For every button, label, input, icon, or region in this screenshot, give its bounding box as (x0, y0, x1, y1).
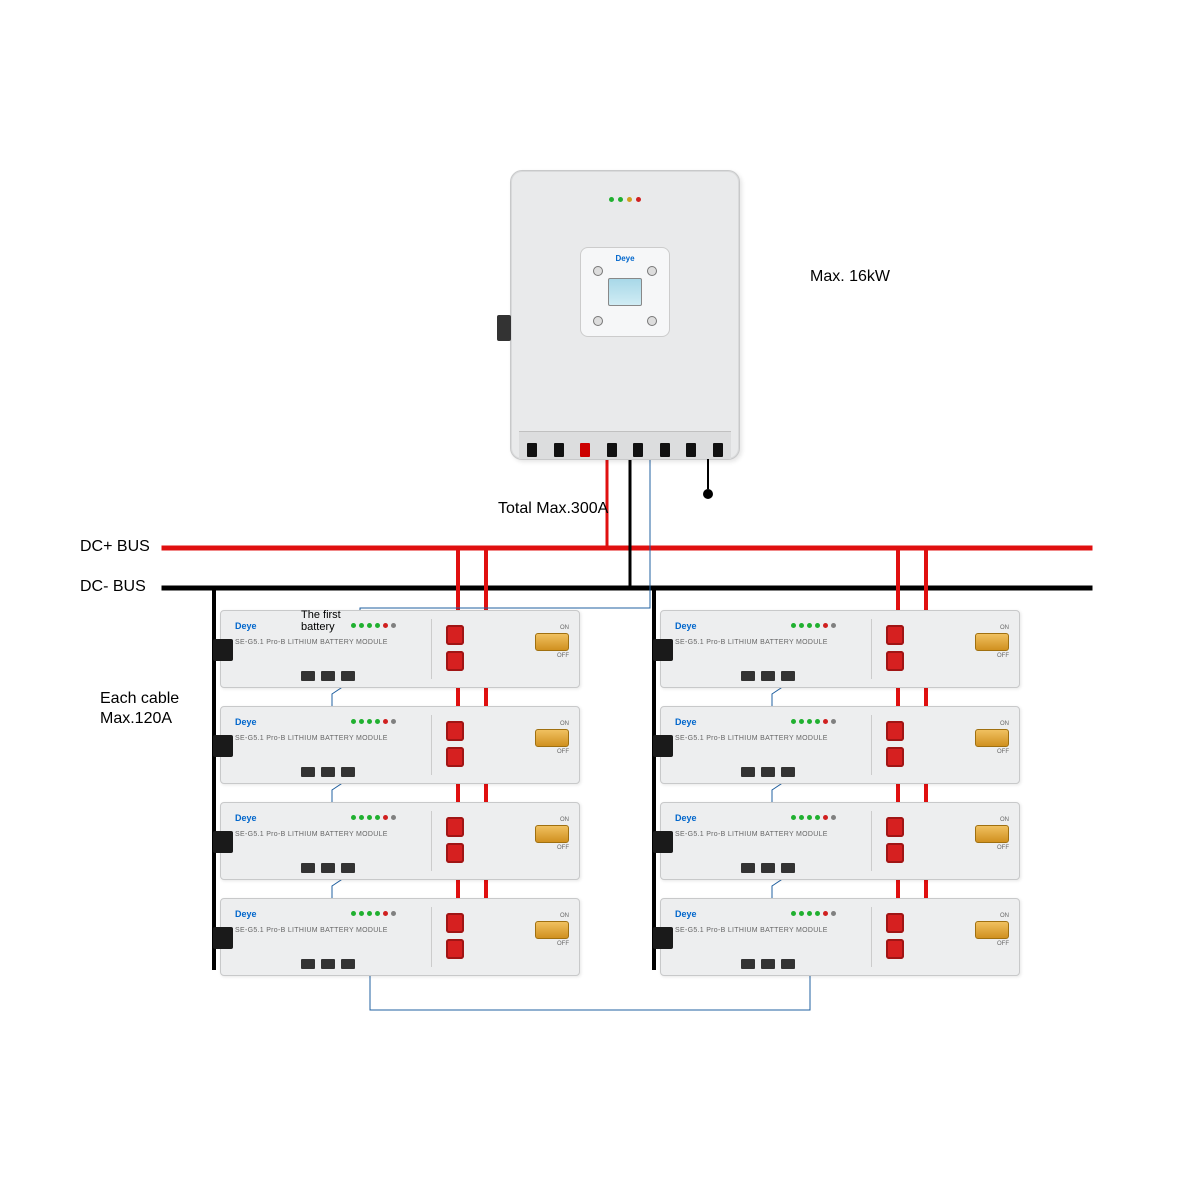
terminal-neg-icon (213, 639, 233, 661)
battery-leds (791, 623, 836, 628)
inverter-screen (608, 278, 642, 306)
first-battery-label: The firstbattery (301, 609, 341, 633)
battery-leds (351, 911, 396, 916)
battery-switch: ON OFF (929, 625, 1009, 659)
label-each-cable: Each cable (100, 690, 179, 708)
battery-comm-ports (301, 671, 355, 681)
antenna-icon (707, 459, 709, 489)
terminal-neg-icon (213, 927, 233, 949)
battery-switch: ON OFF (929, 913, 1009, 947)
battery-model: SE-G5.1 Pro-B LITHIUM BATTERY MODULE (235, 735, 388, 742)
terminal-neg-icon (653, 735, 673, 757)
terminal-pos-icon (886, 817, 904, 837)
battery-brand: Deye (675, 717, 697, 727)
battery-switch: ON OFF (489, 817, 569, 851)
inverter-indicators (609, 197, 641, 202)
battery-model: SE-G5.1 Pro-B LITHIUM BATTERY MODULE (235, 639, 388, 646)
label-dc-neg: DC- BUS (80, 578, 146, 596)
terminal-neg-icon (653, 831, 673, 853)
battery-leds (351, 815, 396, 820)
inverter-btn-icon (647, 266, 657, 276)
battery-brand: Deye (235, 717, 257, 727)
inverter-ports (519, 431, 731, 459)
battery-model: SE-G5.1 Pro-B LITHIUM BATTERY MODULE (675, 735, 828, 742)
inverter-unit: Deye (510, 170, 740, 460)
battery-comm-ports (301, 863, 355, 873)
battery-switch: ON OFF (929, 817, 1009, 851)
inverter-btn-icon (647, 316, 657, 326)
inverter-side-switch (497, 315, 511, 341)
terminal-neg-icon (653, 927, 673, 949)
battery-brand: Deye (675, 813, 697, 823)
inverter-display: Deye (580, 247, 670, 337)
battery-comm-ports (741, 767, 795, 777)
battery-switch: ON OFF (489, 625, 569, 659)
battery-module: Deye SE-G5.1 Pro-B LITHIUM BATTERY MODUL… (660, 802, 1020, 880)
terminal-pos-icon (446, 939, 464, 959)
terminal-pos-icon (446, 913, 464, 933)
battery-module: Deye SE-G5.1 Pro-B LITHIUM BATTERY MODUL… (220, 706, 580, 784)
terminal-pos-icon (886, 625, 904, 645)
battery-model: SE-G5.1 Pro-B LITHIUM BATTERY MODULE (235, 831, 388, 838)
battery-leds (351, 623, 396, 628)
battery-model: SE-G5.1 Pro-B LITHIUM BATTERY MODULE (675, 927, 828, 934)
terminal-neg-icon (213, 735, 233, 757)
battery-module: Deye SE-G5.1 Pro-B LITHIUM BATTERY MODUL… (660, 610, 1020, 688)
battery-module: Deye SE-G5.1 Pro-B LITHIUM BATTERY MODUL… (660, 898, 1020, 976)
label-total-max: Total Max.300A (498, 500, 608, 518)
battery-module: Deye SE-G5.1 Pro-B LITHIUM BATTERY MODUL… (220, 802, 580, 880)
battery-brand: Deye (235, 813, 257, 823)
terminal-pos-icon (446, 817, 464, 837)
inverter-btn-icon (593, 266, 603, 276)
terminal-pos-icon (886, 913, 904, 933)
terminal-neg-icon (213, 831, 233, 853)
terminal-pos-icon (886, 843, 904, 863)
battery-comm-ports (741, 671, 795, 681)
terminal-pos-icon (446, 625, 464, 645)
terminal-pos-icon (886, 939, 904, 959)
battery-leds (351, 719, 396, 724)
battery-comm-ports (741, 863, 795, 873)
battery-comm-ports (301, 767, 355, 777)
terminal-pos-icon (446, 721, 464, 741)
battery-brand: Deye (235, 909, 257, 919)
label-dc-pos: DC+ BUS (80, 538, 150, 556)
battery-leds (791, 815, 836, 820)
terminal-pos-icon (446, 747, 464, 767)
terminal-neg-icon (653, 639, 673, 661)
battery-module: Deye SE-G5.1 Pro-B LITHIUM BATTERY MODUL… (220, 898, 580, 976)
battery-comm-ports (741, 959, 795, 969)
label-max-power: Max. 16kW (810, 268, 890, 286)
battery-comm-ports (301, 959, 355, 969)
battery-leds (791, 911, 836, 916)
terminal-pos-icon (446, 651, 464, 671)
battery-leds (791, 719, 836, 724)
battery-model: SE-G5.1 Pro-B LITHIUM BATTERY MODULE (675, 831, 828, 838)
terminal-pos-icon (886, 721, 904, 741)
battery-module: Deye SE-G5.1 Pro-B LITHIUM BATTERY MODUL… (660, 706, 1020, 784)
battery-model: SE-G5.1 Pro-B LITHIUM BATTERY MODULE (675, 639, 828, 646)
battery-brand: Deye (675, 621, 697, 631)
battery-switch: ON OFF (489, 913, 569, 947)
battery-brand: Deye (675, 909, 697, 919)
terminal-pos-icon (886, 651, 904, 671)
battery-module: The firstbattery Deye SE-G5.1 Pro-B LITH… (220, 610, 580, 688)
terminal-pos-icon (886, 747, 904, 767)
battery-brand: Deye (235, 621, 257, 631)
inverter-brand: Deye (615, 254, 634, 263)
battery-switch: ON OFF (929, 721, 1009, 755)
battery-model: SE-G5.1 Pro-B LITHIUM BATTERY MODULE (235, 927, 388, 934)
label-each-cable-val: Max.120A (100, 710, 172, 728)
inverter-btn-icon (593, 316, 603, 326)
terminal-pos-icon (446, 843, 464, 863)
battery-switch: ON OFF (489, 721, 569, 755)
